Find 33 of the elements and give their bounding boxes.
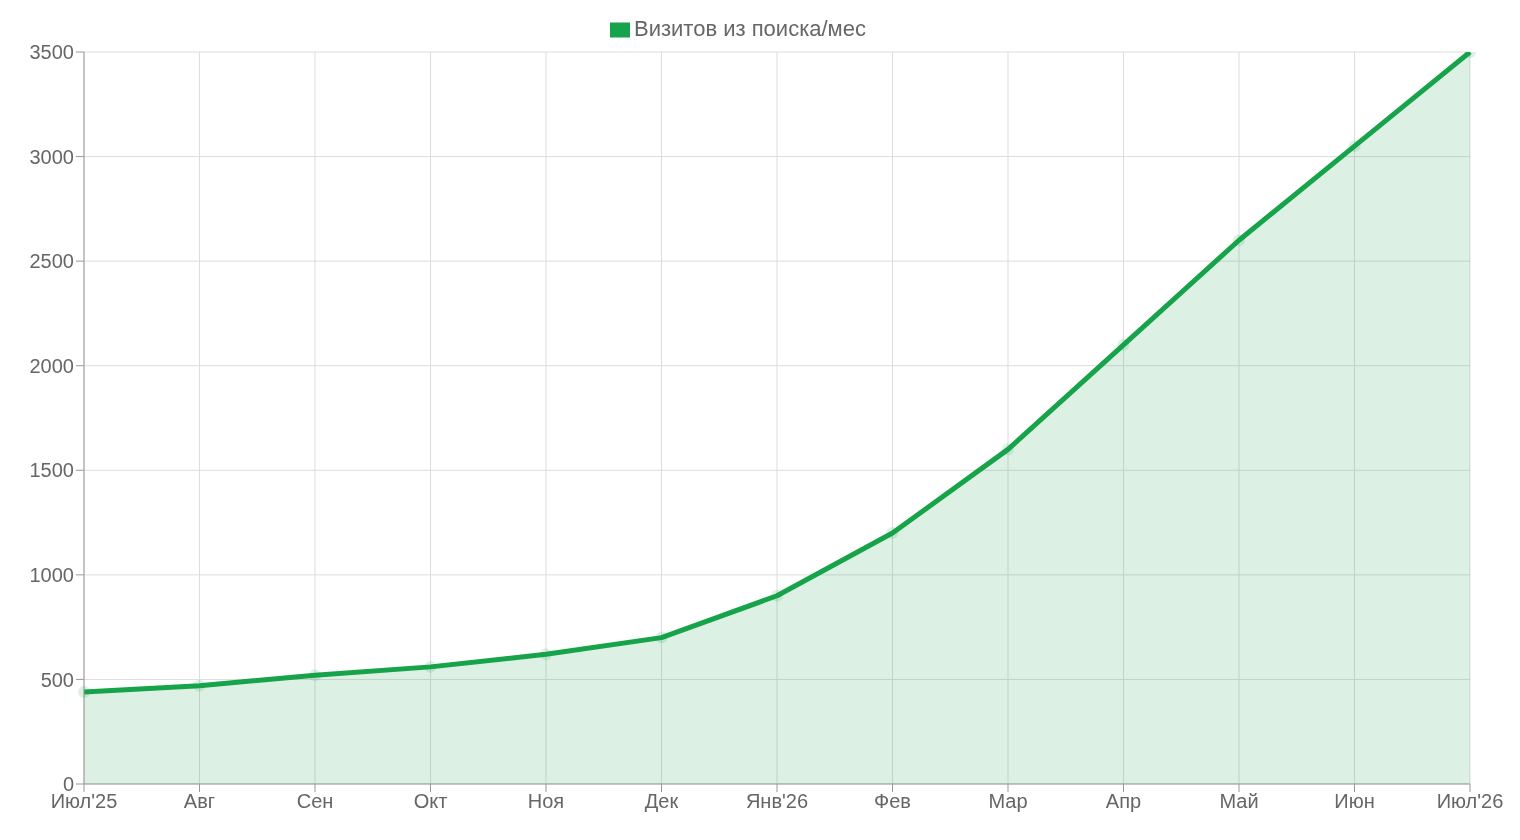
x-tick-label: Окт: [413, 790, 448, 813]
point: [886, 527, 899, 540]
point: [655, 631, 668, 644]
point: [540, 648, 552, 661]
point: [78, 685, 90, 698]
x-tick-label: Авг: [183, 790, 216, 813]
x-tick-label: Дек: [644, 790, 679, 813]
point: [1117, 338, 1130, 351]
y-tick-label: 500: [40, 668, 74, 691]
point: [424, 660, 437, 673]
x-tick-label: Май: [1219, 790, 1259, 813]
y-tick-label: 3000: [29, 145, 74, 168]
x-tick-label: Июн: [1334, 790, 1375, 813]
point: [1233, 234, 1245, 247]
y-tick-label: 3500: [29, 41, 74, 64]
x-tick-label: Мар: [988, 790, 1028, 813]
x-tick-label: Фев: [874, 790, 911, 813]
y-tick-label: 2000: [29, 354, 74, 377]
x-tick-label: Апр: [1105, 790, 1142, 813]
x-tick-label: Янв'26: [745, 790, 809, 813]
x-tick-label: Сен: [296, 790, 334, 813]
y-tick-label: 1000: [29, 563, 74, 586]
point: [193, 679, 206, 692]
point: [771, 589, 783, 602]
x-tick-label: Июл'25: [50, 790, 118, 813]
y-tick-label: 1500: [29, 459, 74, 482]
point: [1348, 140, 1361, 153]
legend-label: Визитов из поиска/мес: [634, 16, 866, 41]
point: [309, 669, 321, 682]
x-tick-label: Ноя: [527, 790, 565, 813]
y-tick-label: 2500: [29, 250, 74, 273]
x-tick-label: Июл'26: [1436, 790, 1504, 813]
point: [1002, 443, 1014, 456]
